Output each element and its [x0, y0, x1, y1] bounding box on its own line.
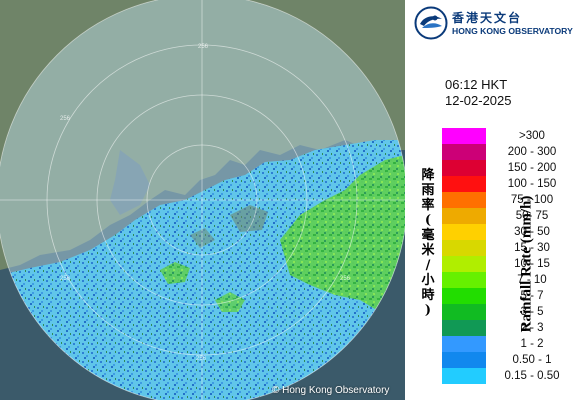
range-label: 256 — [340, 276, 351, 282]
legend-label: 30 - 50 — [514, 226, 550, 238]
legend-swatch — [442, 224, 486, 240]
legend-label: 75 - 100 — [510, 194, 554, 206]
rain-green-area — [280, 155, 405, 315]
legend-swatch — [442, 208, 486, 224]
legend-label: 7 - 10 — [517, 274, 547, 286]
legend-swatch — [442, 288, 486, 304]
legend-title-chinese: 降雨率(毫米 / 小時) — [421, 168, 435, 318]
island — [190, 228, 215, 248]
rain-green-patch — [160, 262, 190, 284]
timestamp: 06:12 HKT 12-02-2025 — [445, 77, 512, 109]
radar-map: 256 256 256 256 256 — [0, 0, 405, 400]
range-label: 256 — [60, 116, 71, 122]
legend-label: 3 - 5 — [520, 306, 544, 318]
legend-swatch — [442, 304, 486, 320]
legend-swatch — [442, 320, 486, 336]
legend-label-column: >300 200 - 300 150 - 200 100 - 150 75 - 100 5… — [488, 128, 576, 384]
logo-chinese-text: 香港天文台 — [452, 11, 523, 25]
legend-swatch — [442, 368, 486, 384]
legend-label: 50- 75 — [515, 210, 549, 222]
hko-emblem-icon — [414, 6, 448, 40]
logo-english-text: HONG KONG OBSERVATORY — [452, 26, 573, 36]
legend-swatch — [442, 336, 486, 352]
legend-label: 150 - 200 — [507, 162, 557, 174]
timestamp-time: 06:12 HKT — [445, 77, 508, 92]
legend-panel: 香港天文台 HONG KONG OBSERVATORY 06:12 HKT 12… — [405, 0, 577, 400]
rain-green-patch-2 — [215, 292, 245, 312]
rain-cyan-area — [0, 140, 405, 400]
legend-label: >300 — [519, 130, 545, 142]
legend-title-english: Rainfall Rate (mm/h) — [518, 195, 535, 333]
legend-swatch — [442, 192, 486, 208]
island — [230, 205, 268, 232]
land-area — [0, 0, 405, 270]
range-label: 256 — [60, 276, 71, 282]
legend-label: 10 - 15 — [514, 258, 550, 270]
range-label: 256 — [196, 356, 207, 362]
legend-label: 200 - 300 — [507, 146, 557, 158]
hko-logo: 香港天文台 HONG KONG OBSERVATORY — [414, 6, 574, 40]
legend-swatch — [442, 240, 486, 256]
legend-label: 5 - 7 — [520, 290, 544, 302]
timestamp-date: 12-02-2025 — [445, 93, 512, 108]
legend-label: 0.50 - 1 — [512, 354, 552, 366]
legend-swatch — [442, 176, 486, 192]
legend-label: 15 - 30 — [514, 242, 550, 254]
estuary — [110, 150, 150, 215]
legend-label: 100 - 150 — [507, 178, 557, 190]
legend-label: 1 - 2 — [520, 338, 544, 350]
legend-swatch — [442, 352, 486, 368]
legend-swatch — [442, 272, 486, 288]
copyright-text: © Hong Kong Observatory — [272, 385, 390, 396]
legend-swatch — [442, 256, 486, 272]
legend-label: 2 - 3 — [520, 322, 544, 334]
legend-color-bar — [442, 128, 486, 384]
legend-label: 0.15 - 0.50 — [504, 370, 560, 382]
legend-swatch — [442, 160, 486, 176]
legend-swatch — [442, 144, 486, 160]
range-label: 256 — [198, 44, 209, 50]
legend-swatch — [442, 128, 486, 144]
